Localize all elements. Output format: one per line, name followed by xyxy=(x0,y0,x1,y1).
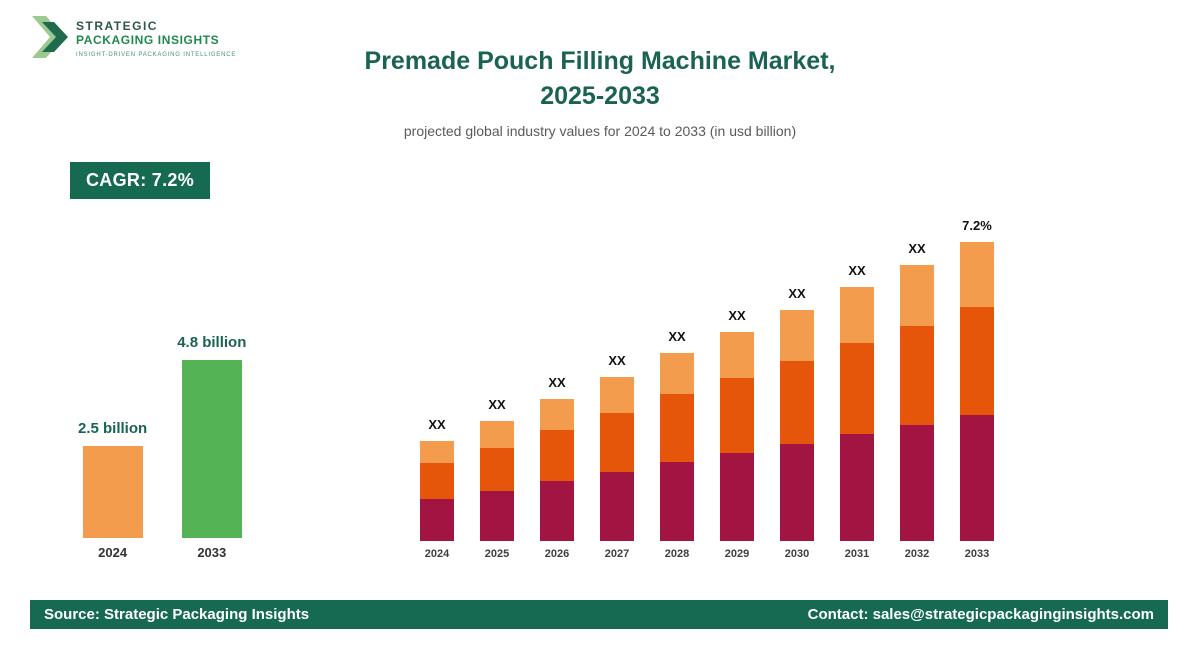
stacked-year-label: 2033 xyxy=(964,548,990,560)
stacked-bar-label: XX xyxy=(608,353,626,368)
segment-middle xyxy=(720,378,754,453)
segment-bottom xyxy=(420,499,454,541)
segment-top xyxy=(840,287,874,343)
segment-bottom xyxy=(900,425,934,541)
stacked-bar-chart: XX 2024 XX 2025 XX 2026 XX 2027 XX 2028 XX 2029 XX 20… xyxy=(420,218,994,560)
stacked-bar-2031 xyxy=(840,287,874,541)
stacked-year-label: 2031 xyxy=(844,548,870,560)
stacked-bar-group-2031: XX 2031 xyxy=(840,263,874,560)
segment-top xyxy=(720,332,754,378)
summary-bar-2024 xyxy=(82,445,143,538)
title-block: Premade Pouch Filling Machine Market, 20… xyxy=(0,44,1200,139)
logo: STRATEGIC PACKAGING INSIGHTS INSIGHT-DRI… xyxy=(30,14,236,65)
summary-value-label: 2.5 billion xyxy=(78,419,148,437)
segment-top xyxy=(960,242,994,307)
segment-top xyxy=(540,399,574,430)
logo-chevron-icon xyxy=(30,14,68,65)
logo-tagline: INSIGHT-DRIVEN PACKAGING INTELLIGENCE xyxy=(76,51,237,58)
stacked-bar-label: XX xyxy=(668,329,686,344)
stacked-bar-2027 xyxy=(600,377,634,541)
stacked-bar-2030 xyxy=(780,310,814,541)
logo-line1: STRATEGIC xyxy=(76,19,158,34)
segment-middle xyxy=(480,448,514,491)
segment-bottom xyxy=(540,481,574,541)
segment-top xyxy=(900,265,934,326)
segment-middle xyxy=(900,326,934,425)
stacked-bar-2026 xyxy=(540,399,574,541)
footer-contact: Contact: sales@strategicpackaginginsight… xyxy=(807,606,1154,623)
logo-line2: PACKAGING INSIGHTS xyxy=(76,33,220,48)
segment-bottom xyxy=(960,415,994,541)
stacked-year-label: 2026 xyxy=(544,548,570,560)
stacked-bar-group-2028: XX 2028 xyxy=(660,329,694,560)
stacked-year-label: 2029 xyxy=(724,548,750,560)
stacked-bar-group-2027: XX 2027 xyxy=(600,353,634,560)
logo-text: STRATEGIC PACKAGING INSIGHTS INSIGHT-DRI… xyxy=(76,19,237,58)
summary-bar-chart: 2.5 billion 2024 4.8 billion 2033 xyxy=(78,334,246,560)
stacked-bar-label: XX xyxy=(788,286,806,301)
stacked-bar-2024 xyxy=(420,441,454,541)
stacked-bar-label: XX xyxy=(548,375,566,390)
summary-bar-2033 xyxy=(181,360,242,538)
stacked-bar-label: XX xyxy=(428,417,446,432)
segment-middle xyxy=(660,394,694,462)
segment-middle xyxy=(960,307,994,415)
segment-bottom xyxy=(720,453,754,541)
segment-middle xyxy=(840,343,874,434)
stacked-bar-2029 xyxy=(720,332,754,541)
stacked-bar-group-2026: XX 2026 xyxy=(540,375,574,560)
stacked-bar-2025 xyxy=(480,421,514,541)
footer-bar: Source: Strategic Packaging Insights Con… xyxy=(30,600,1168,629)
stacked-bar-group-2030: XX 2030 xyxy=(780,286,814,560)
cagr-badge: CAGR: 7.2% xyxy=(70,162,211,199)
segment-middle xyxy=(540,430,574,481)
segment-top xyxy=(480,421,514,448)
page-title-line1: Premade Pouch Filling Machine Market, xyxy=(364,47,836,75)
stacked-bar-group-2025: XX 2025 xyxy=(480,397,514,560)
stacked-bar-2028 xyxy=(660,353,694,541)
stacked-bar-label: XX xyxy=(908,241,926,256)
stacked-year-label: 2024 xyxy=(424,548,450,560)
page-title-line2: 2025-2033 xyxy=(540,82,660,110)
segment-middle xyxy=(420,463,454,499)
footer-source: Source: Strategic Packaging Insights xyxy=(44,606,310,623)
summary-bar-group-2024: 2.5 billion 2024 xyxy=(78,420,147,561)
stacked-year-label: 2030 xyxy=(784,548,810,560)
stacked-bar-group-2024: XX 2024 xyxy=(420,417,454,560)
stacked-bar-group-2029: XX 2029 xyxy=(720,308,754,560)
stacked-year-label: 2032 xyxy=(904,548,930,560)
summary-value-label: 4.8 billion xyxy=(177,334,247,352)
segment-bottom xyxy=(840,434,874,541)
segment-bottom xyxy=(780,444,814,541)
stacked-bar-label: XX xyxy=(728,308,746,323)
stacked-bar-group-2032: XX 2032 xyxy=(900,241,934,560)
segment-top xyxy=(420,441,454,463)
stacked-bar-label: 7.2% xyxy=(962,218,992,233)
stacked-bar-group-2033: 7.2% 2033 xyxy=(960,218,994,560)
stacked-bar-label: XX xyxy=(848,263,866,278)
segment-bottom xyxy=(480,491,514,541)
segment-middle xyxy=(780,361,814,444)
stacked-year-label: 2028 xyxy=(664,548,690,560)
summary-year-label: 2024 xyxy=(98,545,128,560)
summary-bar-group-2033: 4.8 billion 2033 xyxy=(177,334,246,560)
stacked-bar-2032 xyxy=(900,265,934,541)
stacked-year-label: 2025 xyxy=(484,548,510,560)
segment-middle xyxy=(600,413,634,472)
segment-top xyxy=(780,310,814,361)
segment-bottom xyxy=(600,472,634,541)
stacked-bar-label: XX xyxy=(488,397,506,412)
summary-year-label: 2033 xyxy=(197,545,227,560)
page-subtitle: projected global industry values for 202… xyxy=(403,123,797,139)
segment-top xyxy=(660,353,694,394)
stacked-bar-2033 xyxy=(960,242,994,541)
segment-bottom xyxy=(660,462,694,541)
stacked-year-label: 2027 xyxy=(604,548,630,560)
segment-top xyxy=(600,377,634,413)
